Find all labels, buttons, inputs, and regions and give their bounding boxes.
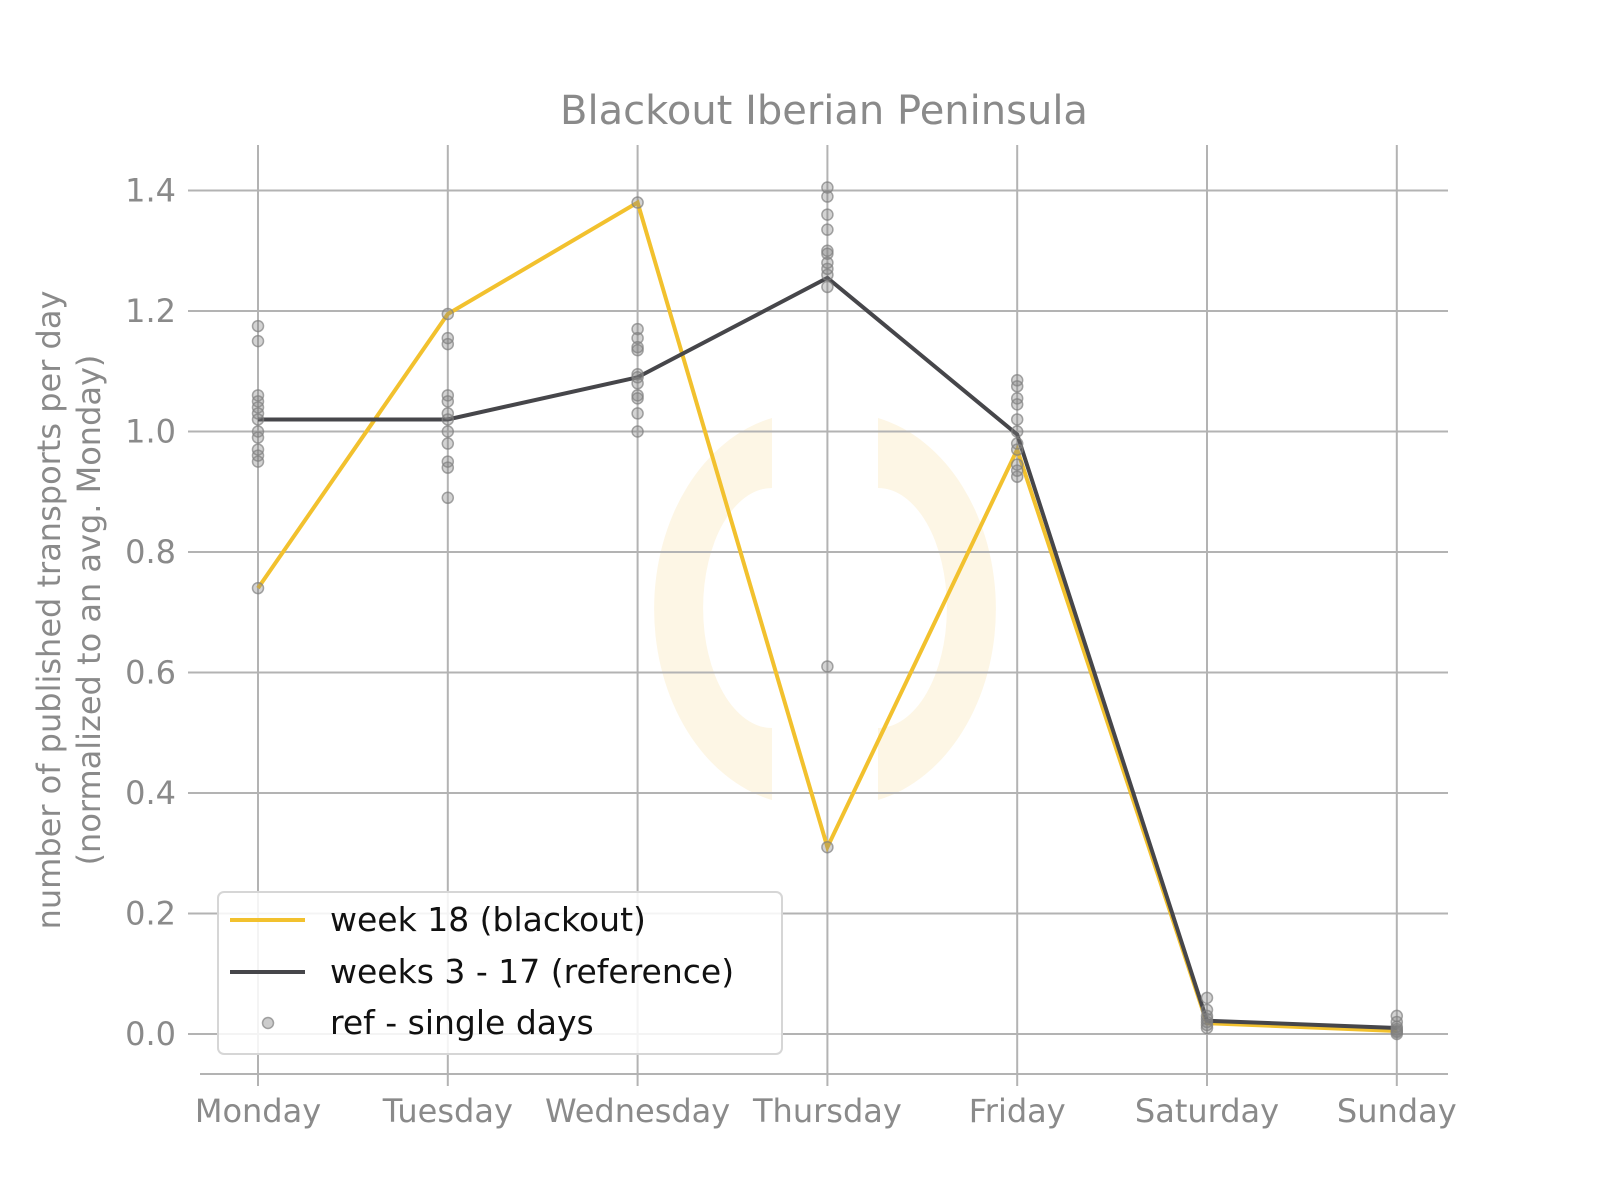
y-tick-label: 1.2 — [125, 292, 176, 330]
scatter-point — [821, 256, 834, 270]
scatter-point — [251, 334, 265, 348]
scatter-point — [441, 437, 455, 450]
scatter-points — [251, 181, 1404, 1041]
scatter-point — [631, 368, 644, 381]
y-tick-label: 0.2 — [125, 895, 176, 933]
scatter-point — [1010, 392, 1024, 405]
scatter-point — [1010, 458, 1024, 471]
scatter-point — [631, 371, 644, 384]
y-tick-labels: 0.0 0.2 0.4 0.6 0.8 1.0 1.2 1.4 — [125, 172, 176, 1054]
scatter-point — [821, 247, 834, 261]
y-tick-label: 0.4 — [125, 774, 176, 812]
scatter-point — [821, 840, 834, 854]
y-axis-label: number of published transports per day — [30, 291, 68, 930]
scatter-point — [251, 319, 265, 333]
x-tick-labels: Monday Tuesday Wednesday Thursday Friday Satu… — [195, 1092, 1457, 1130]
y-tick-label: 0.6 — [125, 654, 176, 692]
scatter-point — [821, 181, 834, 194]
x-tick-label: Sunday — [1337, 1092, 1457, 1130]
legend-label-reference: weeks 3 - 17 (reference) — [330, 952, 734, 991]
legend-label-single-days: ref - single days — [330, 1003, 594, 1042]
x-tick-label: Tuesday — [382, 1092, 513, 1130]
scatter-point — [441, 307, 455, 321]
scatter-point — [441, 407, 455, 420]
x-tick-label: Saturday — [1135, 1092, 1279, 1130]
scatter-point — [631, 425, 644, 438]
legend-box — [217, 891, 783, 1055]
scatter-point — [821, 280, 834, 294]
scatter-point — [821, 223, 834, 236]
grid — [188, 145, 1448, 1086]
scatter-point — [441, 425, 455, 438]
scatter-point — [441, 331, 455, 345]
y-tick-label: 0.0 — [125, 1015, 176, 1053]
scatter-point — [821, 190, 834, 203]
scatter-point — [251, 443, 265, 456]
scatter-point — [1010, 437, 1024, 450]
legend-swatch-single-days — [261, 1016, 275, 1030]
scatter-point — [631, 407, 644, 420]
scatter-point — [1390, 1009, 1404, 1023]
chart-title: Blackout Iberian Peninsula — [560, 88, 1088, 134]
scatter-point — [1010, 425, 1024, 438]
y-tick-label: 1.0 — [125, 413, 176, 451]
scatter-point — [251, 581, 265, 595]
legend: week 18 (blackout) weeks 3 - 17 (referen… — [217, 891, 783, 1055]
watermark-logo — [654, 418, 996, 800]
legend-label-week-18: week 18 (blackout) — [330, 900, 646, 939]
scatter-point — [441, 455, 455, 468]
scatter-point — [631, 196, 644, 209]
scatter-point — [1010, 374, 1024, 387]
x-tick-label: Thursday — [752, 1092, 902, 1130]
scatter-point — [631, 343, 644, 357]
scatter-point — [251, 425, 265, 438]
scatter-point — [441, 491, 455, 505]
x-tick-label: Monday — [195, 1092, 321, 1130]
scatter-point — [1010, 413, 1024, 426]
y-axis-label-line2: (normalized to an avg. Monday) — [70, 355, 108, 866]
scatter-point — [1200, 1003, 1214, 1017]
y-tick-label: 1.4 — [125, 172, 176, 210]
scatter-point — [1200, 1012, 1214, 1026]
scatter-point — [821, 244, 834, 257]
scatter-point — [631, 322, 644, 336]
scatter-point — [441, 389, 455, 402]
scatter-point — [821, 208, 834, 221]
scatter-point — [821, 660, 834, 673]
scatter-point — [631, 331, 644, 345]
scatter-point — [631, 392, 644, 405]
x-tick-label: Wednesday — [545, 1092, 730, 1130]
scatter-point — [631, 389, 644, 402]
scatter-point — [251, 389, 265, 402]
scatter-point — [1200, 991, 1214, 1005]
x-tick-label: Friday — [969, 1092, 1066, 1130]
y-tick-label: 0.8 — [125, 533, 176, 571]
scatter-point — [631, 340, 644, 354]
